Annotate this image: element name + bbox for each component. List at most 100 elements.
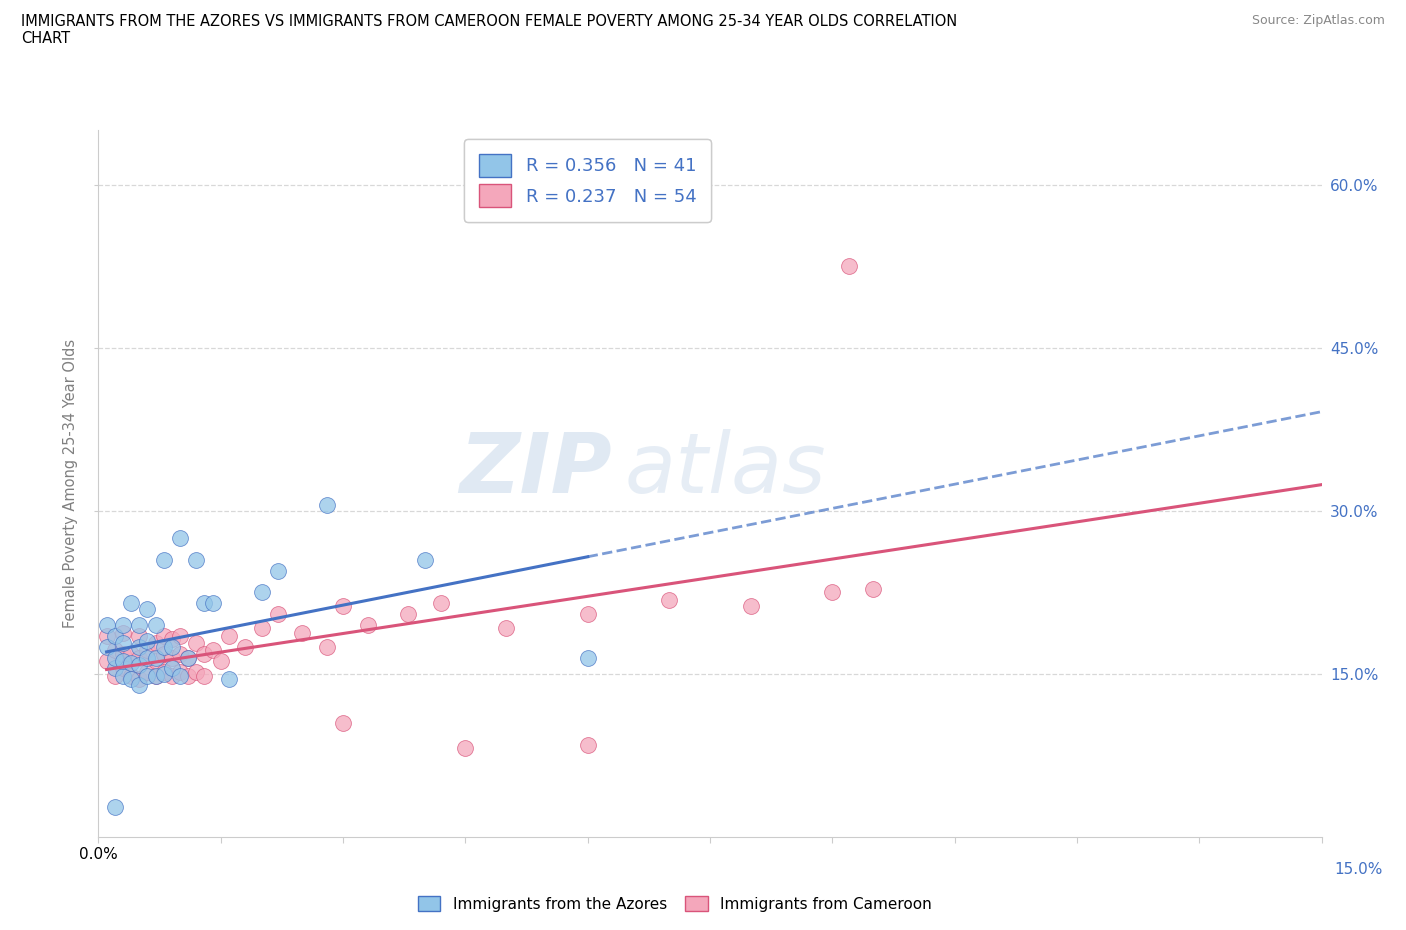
Point [160, 650, 183, 665]
Point [291, 625, 314, 640]
Point [862, 581, 884, 596]
Point [104, 650, 127, 665]
Point [128, 629, 150, 644]
Point [152, 552, 174, 567]
Point [576, 737, 599, 752]
Point [136, 664, 159, 679]
Text: CHART: CHART [21, 31, 70, 46]
Point [128, 639, 150, 654]
Point [169, 530, 191, 545]
Point [740, 599, 762, 614]
Point [267, 606, 290, 621]
Text: Source: ZipAtlas.com: Source: ZipAtlas.com [1251, 14, 1385, 27]
Point [177, 650, 200, 665]
Point [111, 647, 134, 662]
Text: IMMIGRANTS FROM THE AZORES VS IMMIGRANTS FROM CAMEROON FEMALE POVERTY AMONG 25-3: IMMIGRANTS FROM THE AZORES VS IMMIGRANTS… [21, 14, 957, 29]
Point [430, 596, 453, 611]
Point [136, 669, 159, 684]
Point [218, 629, 240, 644]
Point [120, 647, 142, 662]
Point [152, 639, 174, 654]
Point [128, 671, 150, 686]
Point [233, 639, 256, 654]
Point [454, 740, 477, 755]
Point [104, 643, 127, 658]
Text: atlas: atlas [624, 429, 827, 510]
Point [218, 671, 240, 686]
Text: 15.0%: 15.0% [1334, 862, 1382, 877]
Point [152, 629, 174, 644]
Point [136, 643, 159, 658]
Point [145, 650, 167, 665]
Point [104, 799, 127, 814]
Point [193, 596, 215, 611]
Point [267, 564, 290, 578]
Point [332, 599, 354, 614]
Point [120, 656, 142, 671]
Point [169, 647, 191, 662]
Point [169, 664, 191, 679]
Point [96, 639, 118, 654]
Point [186, 552, 208, 567]
Point [111, 618, 134, 632]
Point [128, 618, 150, 632]
Point [104, 669, 127, 684]
Legend: R = 0.356   N = 41, R = 0.237   N = 54: R = 0.356 N = 41, R = 0.237 N = 54 [464, 140, 711, 221]
Point [160, 661, 183, 676]
Legend: Immigrants from the Azores, Immigrants from Cameroon: Immigrants from the Azores, Immigrants f… [412, 889, 938, 918]
Point [96, 654, 118, 669]
Point [332, 715, 354, 730]
Point [250, 585, 273, 600]
Point [120, 596, 142, 611]
Point [145, 669, 167, 684]
Point [186, 664, 208, 679]
Point [209, 654, 232, 669]
Point [111, 636, 134, 651]
Point [160, 631, 183, 646]
Point [177, 669, 200, 684]
Point [104, 629, 127, 644]
Point [111, 661, 134, 676]
Point [136, 650, 159, 665]
Point [193, 647, 215, 662]
Point [145, 618, 167, 632]
Point [111, 669, 134, 684]
Point [152, 647, 174, 662]
Point [145, 654, 167, 669]
Point [356, 618, 378, 632]
Point [201, 643, 224, 658]
Point [136, 634, 159, 649]
Point [413, 552, 436, 567]
Point [128, 677, 150, 692]
Point [315, 639, 337, 654]
Point [250, 621, 273, 636]
Point [658, 592, 681, 607]
Point [128, 658, 150, 672]
Point [169, 669, 191, 684]
Point [576, 650, 599, 665]
Point [145, 636, 167, 651]
Y-axis label: Female Poverty Among 25-34 Year Olds: Female Poverty Among 25-34 Year Olds [63, 339, 79, 628]
Point [396, 606, 419, 621]
Point [152, 664, 174, 679]
Point [111, 654, 134, 669]
Point [136, 601, 159, 616]
Point [169, 629, 191, 644]
Point [495, 621, 517, 636]
Point [838, 259, 860, 273]
Point [120, 669, 142, 684]
Point [576, 606, 599, 621]
Point [186, 636, 208, 651]
Point [96, 629, 118, 644]
Point [111, 625, 134, 640]
Point [128, 650, 150, 665]
Point [201, 596, 224, 611]
Point [152, 667, 174, 682]
Point [821, 585, 844, 600]
Text: ZIP: ZIP [460, 429, 612, 510]
Point [120, 671, 142, 686]
Point [96, 618, 118, 632]
Point [193, 669, 215, 684]
Point [160, 669, 183, 684]
Point [160, 639, 183, 654]
